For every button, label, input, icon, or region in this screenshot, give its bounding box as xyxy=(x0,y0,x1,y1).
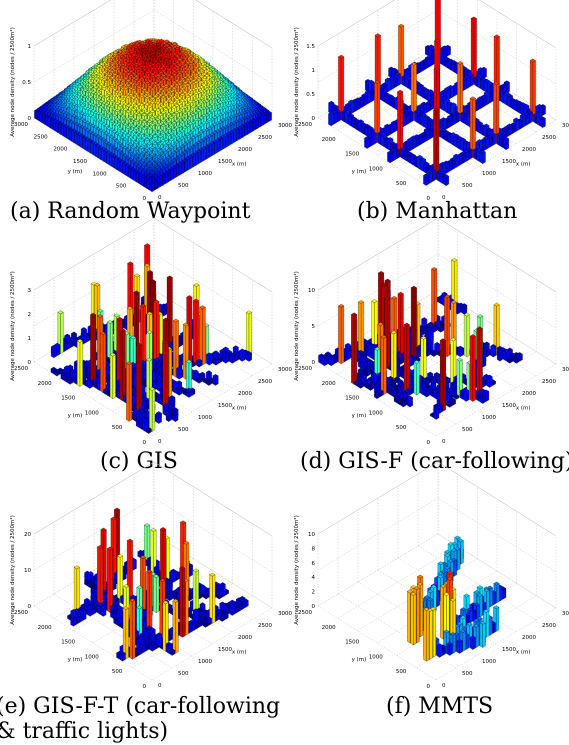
panel-a: 0 500 1000 1500 2000 2500 3000 0 500 1000 1500 2000… xyxy=(2,0,292,202)
bar-face xyxy=(214,141,218,155)
bar-face xyxy=(42,114,45,125)
chart-a: 0500100015002000250030000500100015002000… xyxy=(9,0,292,202)
bar-face xyxy=(53,120,56,132)
bar-face xyxy=(58,122,61,135)
bar-face xyxy=(50,118,53,130)
bar-face xyxy=(55,121,59,134)
bar-face xyxy=(266,113,269,124)
bar-face xyxy=(222,136,226,150)
bar-face xyxy=(74,132,78,145)
bar-group xyxy=(34,37,272,192)
bar-face xyxy=(241,125,245,138)
bar-face xyxy=(217,139,220,153)
bar-face xyxy=(47,117,51,129)
bar-face xyxy=(61,124,64,137)
bar-face xyxy=(228,133,231,147)
bar-face xyxy=(85,138,88,152)
bar-face xyxy=(90,141,94,155)
bar-face xyxy=(45,115,48,127)
bar-face xyxy=(225,134,229,148)
bar-face xyxy=(39,112,43,124)
bar-face xyxy=(250,121,253,134)
bar-face xyxy=(230,132,234,145)
bar-face xyxy=(82,137,86,150)
bar-face xyxy=(36,111,40,122)
bar-face xyxy=(79,135,83,149)
bar-face xyxy=(66,127,70,140)
bar-face xyxy=(252,120,256,132)
bar-face xyxy=(87,140,91,154)
bar-face xyxy=(63,126,67,139)
bar-face xyxy=(247,123,250,135)
bar-face xyxy=(69,129,72,142)
bar-face xyxy=(244,124,248,137)
bar-face xyxy=(239,127,242,140)
bar-face xyxy=(71,130,75,144)
bar-face xyxy=(236,128,239,142)
bar-face xyxy=(77,133,80,147)
bar-face xyxy=(263,114,267,125)
bar-face xyxy=(220,138,223,152)
bar-face xyxy=(233,130,237,143)
bar-face xyxy=(258,117,261,129)
bar-face xyxy=(255,118,259,130)
bar-face xyxy=(260,116,264,127)
